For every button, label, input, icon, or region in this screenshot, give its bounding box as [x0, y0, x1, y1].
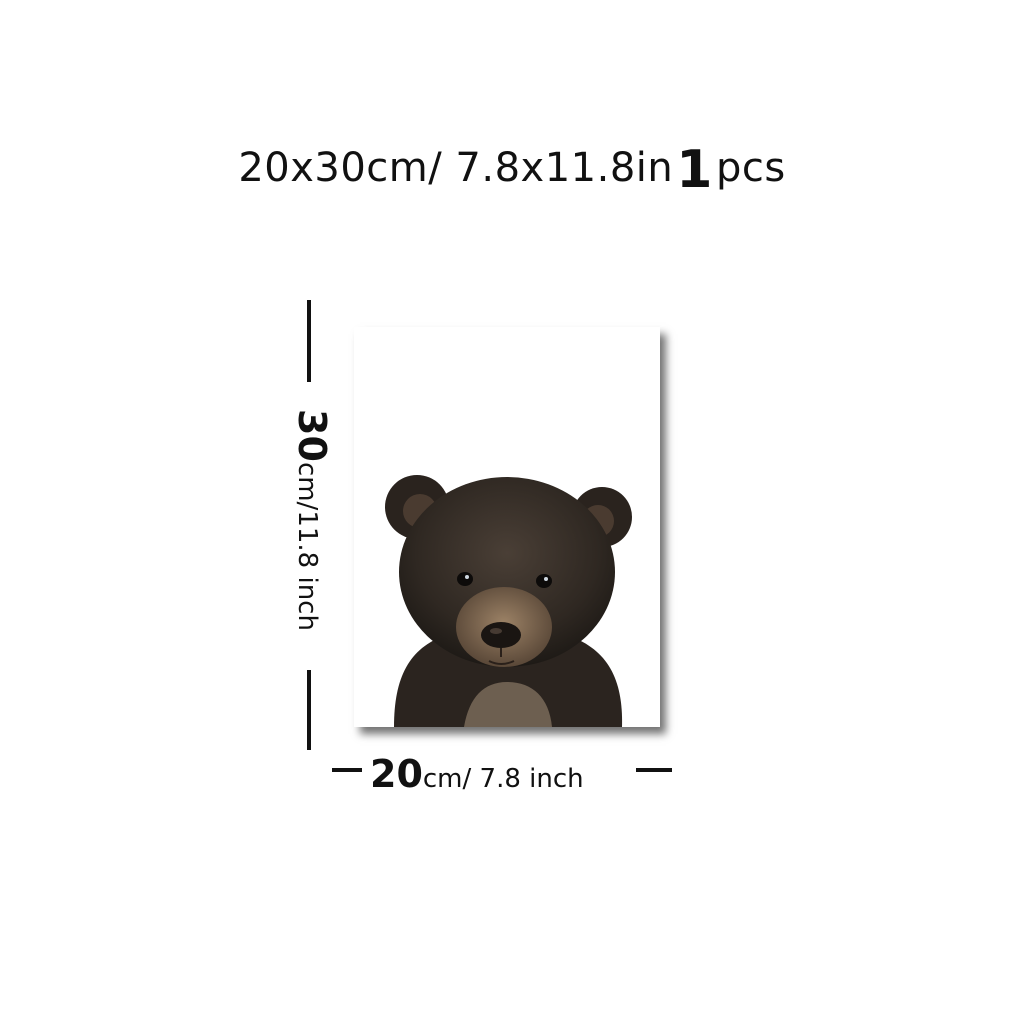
- height-dimension-line-bottom: [307, 670, 311, 750]
- height-dimension-label: 30cm/11.8 inch: [290, 409, 334, 631]
- width-value: 20: [370, 752, 423, 796]
- width-dimension-line-right: [636, 768, 672, 772]
- height-dimension-line-top: [307, 300, 311, 382]
- poster-print: [354, 327, 660, 727]
- size-text: 20x30cm/ 7.8x11.8in: [238, 145, 674, 191]
- quantity-text: 1: [676, 140, 713, 200]
- width-unit: cm/ 7.8 inch: [422, 764, 584, 794]
- bear-cub-icon: [385, 475, 632, 727]
- height-unit: cm/11.8 inch: [292, 461, 322, 631]
- quantity-unit: pcs: [715, 145, 786, 191]
- width-dimension-line-left: [332, 768, 362, 772]
- width-dimension-label: 20cm/ 7.8 inch: [370, 752, 584, 796]
- product-size-title: 20x30cm/ 7.8x11.8in1pcs: [0, 140, 1024, 200]
- height-value: 30: [290, 409, 334, 462]
